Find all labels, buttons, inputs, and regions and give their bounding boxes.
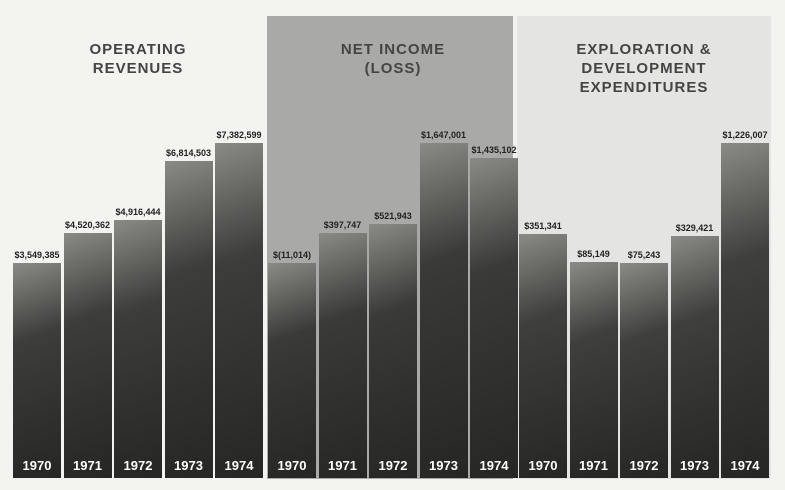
bar <box>620 263 668 478</box>
value-label: $85,149 <box>577 248 610 259</box>
year-label: 1971 <box>579 458 608 473</box>
value-label: $(11,014) <box>272 250 312 260</box>
year-label: 1970 <box>528 458 558 473</box>
bar <box>164 160 213 478</box>
year-label: 1972 <box>378 458 408 473</box>
year-label: 1974 <box>224 458 254 473</box>
value-label: $521,943 <box>374 211 412 222</box>
value-label: $4,916,444 <box>115 207 161 218</box>
bar <box>215 143 263 478</box>
value-label: $3,549,385 <box>14 250 60 260</box>
value-label: $6,814,503 <box>165 147 212 158</box>
value-label: $1,226,007 <box>722 130 768 140</box>
year-label: 1974 <box>479 458 509 473</box>
year-label: 1973 <box>680 458 709 473</box>
chart-title: NET INCOME (LOSS) <box>340 41 446 77</box>
value-label: $4,520,362 <box>64 219 111 230</box>
year-label: 1973 <box>429 458 458 473</box>
bar <box>721 143 769 478</box>
bar <box>13 263 61 478</box>
year-label: 1971 <box>73 458 102 473</box>
value-label: $75,243 <box>627 250 661 260</box>
year-label: 1970 <box>22 458 52 473</box>
year-label: 1972 <box>629 458 659 473</box>
bar <box>569 261 618 478</box>
bar <box>114 220 162 478</box>
bar <box>670 236 719 478</box>
value-label: $397,747 <box>323 220 362 231</box>
value-label: $329,421 <box>675 223 714 234</box>
bar <box>369 224 417 478</box>
year-label: 1970 <box>277 458 307 473</box>
chart-title: EXPLORATION & DEVELOPMENT EXPENDITURES <box>576 41 712 96</box>
year-label: 1971 <box>328 458 357 473</box>
year-label: 1974 <box>730 458 760 473</box>
bar <box>519 234 567 478</box>
value-label: $1,647,001 <box>420 130 467 140</box>
value-label: $7,382,599 <box>216 130 262 140</box>
value-label: $351,341 <box>524 221 562 232</box>
bar <box>268 263 316 478</box>
year-label: 1972 <box>123 458 153 473</box>
chart-title: OPERATING REVENUES <box>89 41 187 77</box>
year-label: 1973 <box>174 458 203 473</box>
bar <box>470 158 518 478</box>
value-label: $1,435,102 <box>471 145 517 156</box>
bar <box>419 143 468 478</box>
bar <box>318 233 367 478</box>
bar <box>63 232 112 478</box>
